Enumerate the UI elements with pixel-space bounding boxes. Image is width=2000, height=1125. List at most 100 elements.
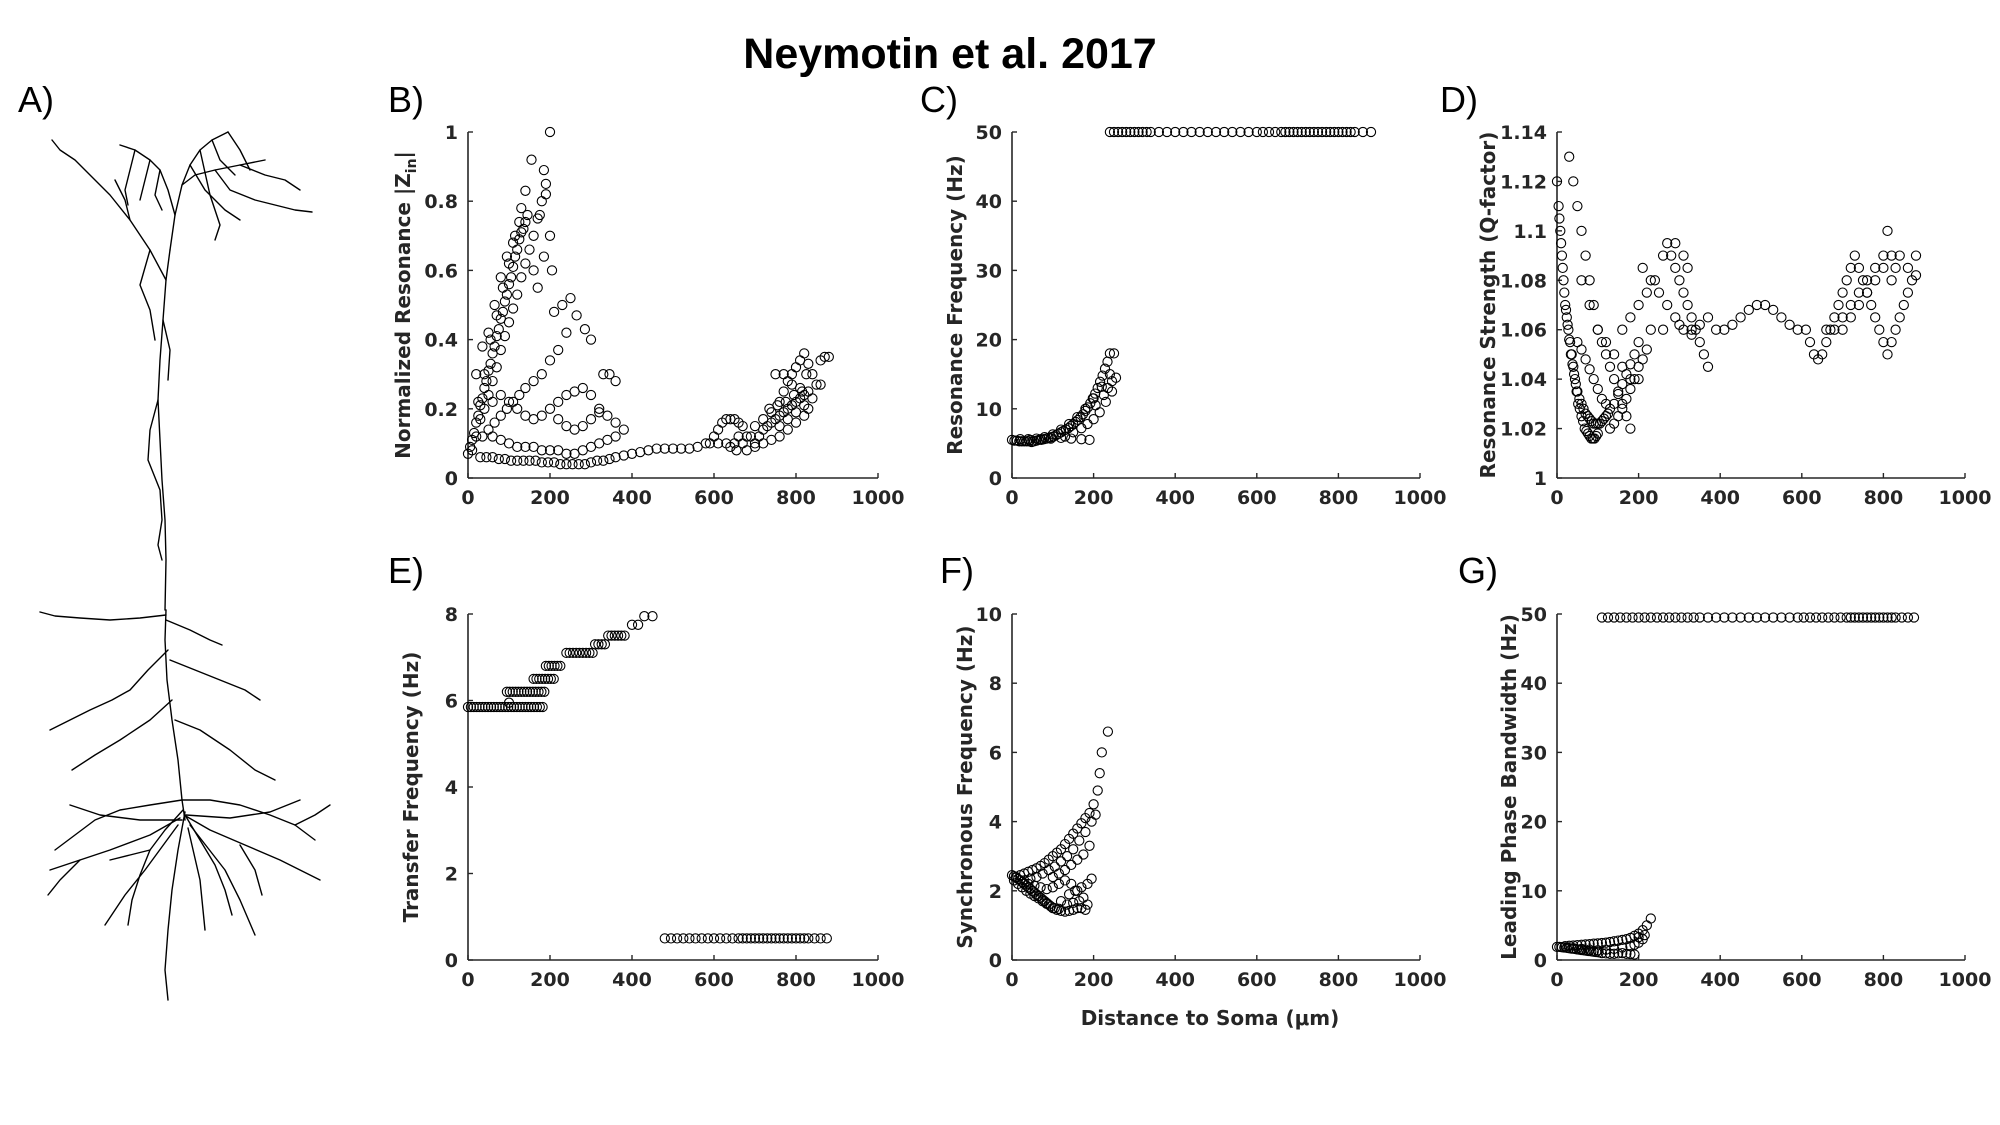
y-tick-label: 0 (445, 950, 458, 972)
data-point (596, 639, 607, 650)
y-axis-label: Normalized Resonance |Zin| (391, 151, 420, 459)
data-point (1837, 324, 1848, 335)
data-point (1059, 431, 1071, 442)
data-point (811, 379, 822, 390)
data-point (1615, 612, 1626, 623)
data-point (1055, 844, 1067, 855)
data-point (1882, 612, 1893, 623)
data-point (1608, 349, 1620, 360)
data-point (1219, 126, 1230, 138)
data-point (770, 369, 781, 380)
data-point (1845, 262, 1856, 274)
data-point (1106, 375, 1118, 387)
data-point (540, 178, 552, 190)
data-point (1829, 312, 1840, 323)
panel-c: C) 0 200 400 600 800 1000 0 10 20 30 40 50 Resonance … (920, 79, 1446, 509)
data-point (1639, 612, 1650, 623)
data-point (1604, 361, 1616, 372)
y-tick-label: 50 (976, 122, 1002, 144)
data-point (1068, 427, 1079, 438)
data-point (1641, 344, 1652, 355)
data-point (513, 686, 524, 697)
data-point (1068, 897, 1079, 909)
data-point (510, 686, 521, 697)
data-point (1312, 126, 1324, 138)
data-point (1617, 947, 1628, 959)
data-point (1591, 430, 1602, 442)
data-point (544, 126, 556, 138)
data-point (516, 686, 527, 697)
data-point (1161, 126, 1173, 138)
data-point (733, 933, 744, 944)
data-point (1296, 126, 1307, 138)
data-point (1592, 383, 1603, 395)
data-point (553, 396, 564, 408)
data-point (520, 441, 531, 453)
data-point (1710, 612, 1722, 623)
data-point (1853, 262, 1865, 274)
data-point (1896, 612, 1907, 623)
data-point (539, 673, 551, 685)
data-point (1588, 938, 1599, 949)
data-point (1074, 896, 1085, 907)
data-point (1866, 299, 1877, 311)
data-point (1051, 904, 1063, 915)
data-point (512, 441, 523, 453)
data-point (809, 933, 820, 944)
data-point (1686, 312, 1697, 323)
data-point (1682, 262, 1693, 274)
data-point (1088, 414, 1099, 425)
data-point (1570, 378, 1581, 390)
data-point (727, 933, 738, 944)
data-point (1894, 250, 1905, 261)
data-point (690, 933, 701, 944)
data-point (599, 639, 611, 650)
data-point (1053, 868, 1065, 879)
data-point (1580, 250, 1591, 261)
data-point (702, 933, 714, 944)
scatter-series (462, 611, 832, 944)
data-point (647, 611, 658, 622)
data-point (553, 344, 564, 356)
data-point (1727, 319, 1738, 330)
data-point (799, 400, 810, 411)
data-point (1676, 612, 1687, 623)
x-tick-label: 800 (776, 487, 816, 509)
data-point (1076, 434, 1087, 445)
data-point (1829, 612, 1840, 623)
data-point (803, 358, 814, 369)
data-point (503, 701, 514, 713)
data-point (774, 431, 785, 442)
data-point (1853, 612, 1865, 623)
y-tick-label: 0.8 (424, 191, 458, 213)
data-point (1129, 126, 1140, 138)
data-point (696, 933, 707, 944)
data-point (1592, 324, 1603, 335)
data-point (1569, 373, 1581, 385)
data-point (1670, 262, 1681, 274)
data-point (1090, 400, 1101, 411)
y-axis-label: Leading Phase Bandwidth (Hz) (1497, 614, 1521, 960)
data-point (503, 396, 515, 408)
data-point (1058, 425, 1069, 437)
data-point (557, 299, 568, 311)
data-point (1133, 126, 1144, 138)
data-point (1075, 411, 1086, 423)
data-point (544, 445, 556, 456)
data-point (1600, 349, 1612, 360)
data-point (1096, 747, 1107, 758)
data-point (485, 358, 496, 369)
data-point (1053, 903, 1065, 914)
data-point (1094, 768, 1105, 779)
data-point (1333, 126, 1344, 138)
data-point (571, 310, 582, 321)
data-point (632, 619, 644, 630)
data-point (1902, 612, 1914, 623)
x-tick-label: 800 (776, 969, 816, 991)
data-point (1886, 250, 1897, 261)
data-point (1625, 948, 1636, 960)
data-point (591, 455, 603, 466)
data-point (610, 452, 621, 463)
data-point (1121, 126, 1132, 138)
